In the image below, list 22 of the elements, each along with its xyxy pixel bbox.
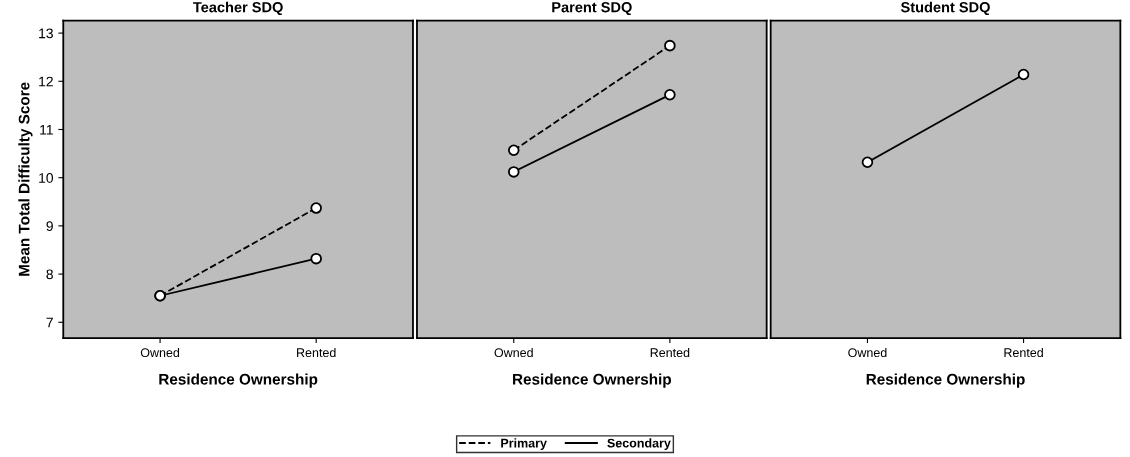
y-tick-label: 12: [39, 76, 53, 87]
x-tick-label: Rented: [1004, 347, 1043, 358]
chart-title: Teacher SDQ: [193, 1, 283, 16]
x-axis-title: Residence Ownership: [866, 373, 1025, 388]
x-tick-label: Owned: [140, 347, 180, 358]
chart-title: Student SDQ: [900, 1, 990, 16]
x-tick-label: Owned: [494, 347, 533, 358]
x-tick-label: Owned: [848, 347, 887, 358]
y-tick-label: 10: [39, 173, 54, 183]
x-tick-label: Rented: [650, 347, 690, 358]
y-tick-label: 11: [40, 124, 53, 135]
x-axis-title: Residence Ownership: [159, 373, 318, 388]
x-tick-label: Rented: [297, 347, 336, 358]
y-axis-title: Mean Total Difficulty Score: [18, 82, 33, 276]
chart-title: Parent SDQ: [552, 2, 632, 16]
y-tick-label: 7: [46, 317, 53, 328]
y-tick-label: 9: [46, 221, 53, 232]
legend-label: Primary: [501, 438, 547, 450]
y-tick-label: 13: [39, 28, 53, 39]
legend-label: Secondary: [607, 438, 671, 450]
y-tick-label: 8: [46, 269, 53, 280]
x-axis-title: Residence Ownership: [513, 373, 671, 388]
